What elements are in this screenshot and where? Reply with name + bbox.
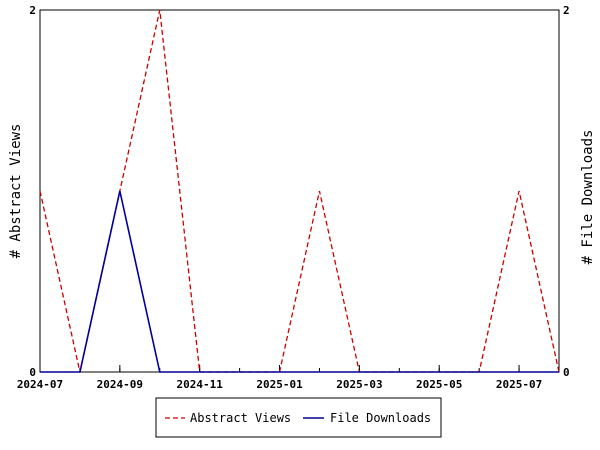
x-tick-label: 2024-09	[97, 378, 143, 391]
x-tick-label: 2025-01	[256, 378, 303, 391]
y-axis-title: # Abstract Views	[8, 124, 24, 259]
y2-tick-label: 2	[563, 4, 570, 17]
legend-label-abstract-views: Abstract Views	[190, 411, 291, 425]
axis-tick-labels: 2024-07 2024-09 2024-11 2025-01 2025-03 2025-…	[17, 4, 570, 391]
series-lines	[39, 9, 560, 373]
x-tick-label: 2024-07	[17, 378, 63, 391]
legend: Abstract Views File Downloads	[155, 397, 442, 438]
series-line-abstract-views	[39, 9, 560, 373]
plot-frame	[39, 9, 560, 373]
x-tick-label: 2024-11	[177, 378, 224, 391]
x-tick-label: 2025-05	[416, 378, 462, 391]
legend-box	[155, 397, 442, 438]
y2-axis-title: # File Downloads	[580, 130, 596, 265]
y2-tick-label: 0	[563, 366, 570, 379]
axis-ticks	[39, 365, 560, 372]
y-tick-label: 2	[29, 4, 36, 17]
x-tick-label: 2025-03	[336, 378, 382, 391]
y-tick-label: 0	[29, 366, 36, 379]
x-tick-label: 2025-07	[496, 378, 542, 391]
series-line-file-downloads	[40, 190, 559, 373]
legend-label-file-downloads: File Downloads	[330, 411, 431, 425]
